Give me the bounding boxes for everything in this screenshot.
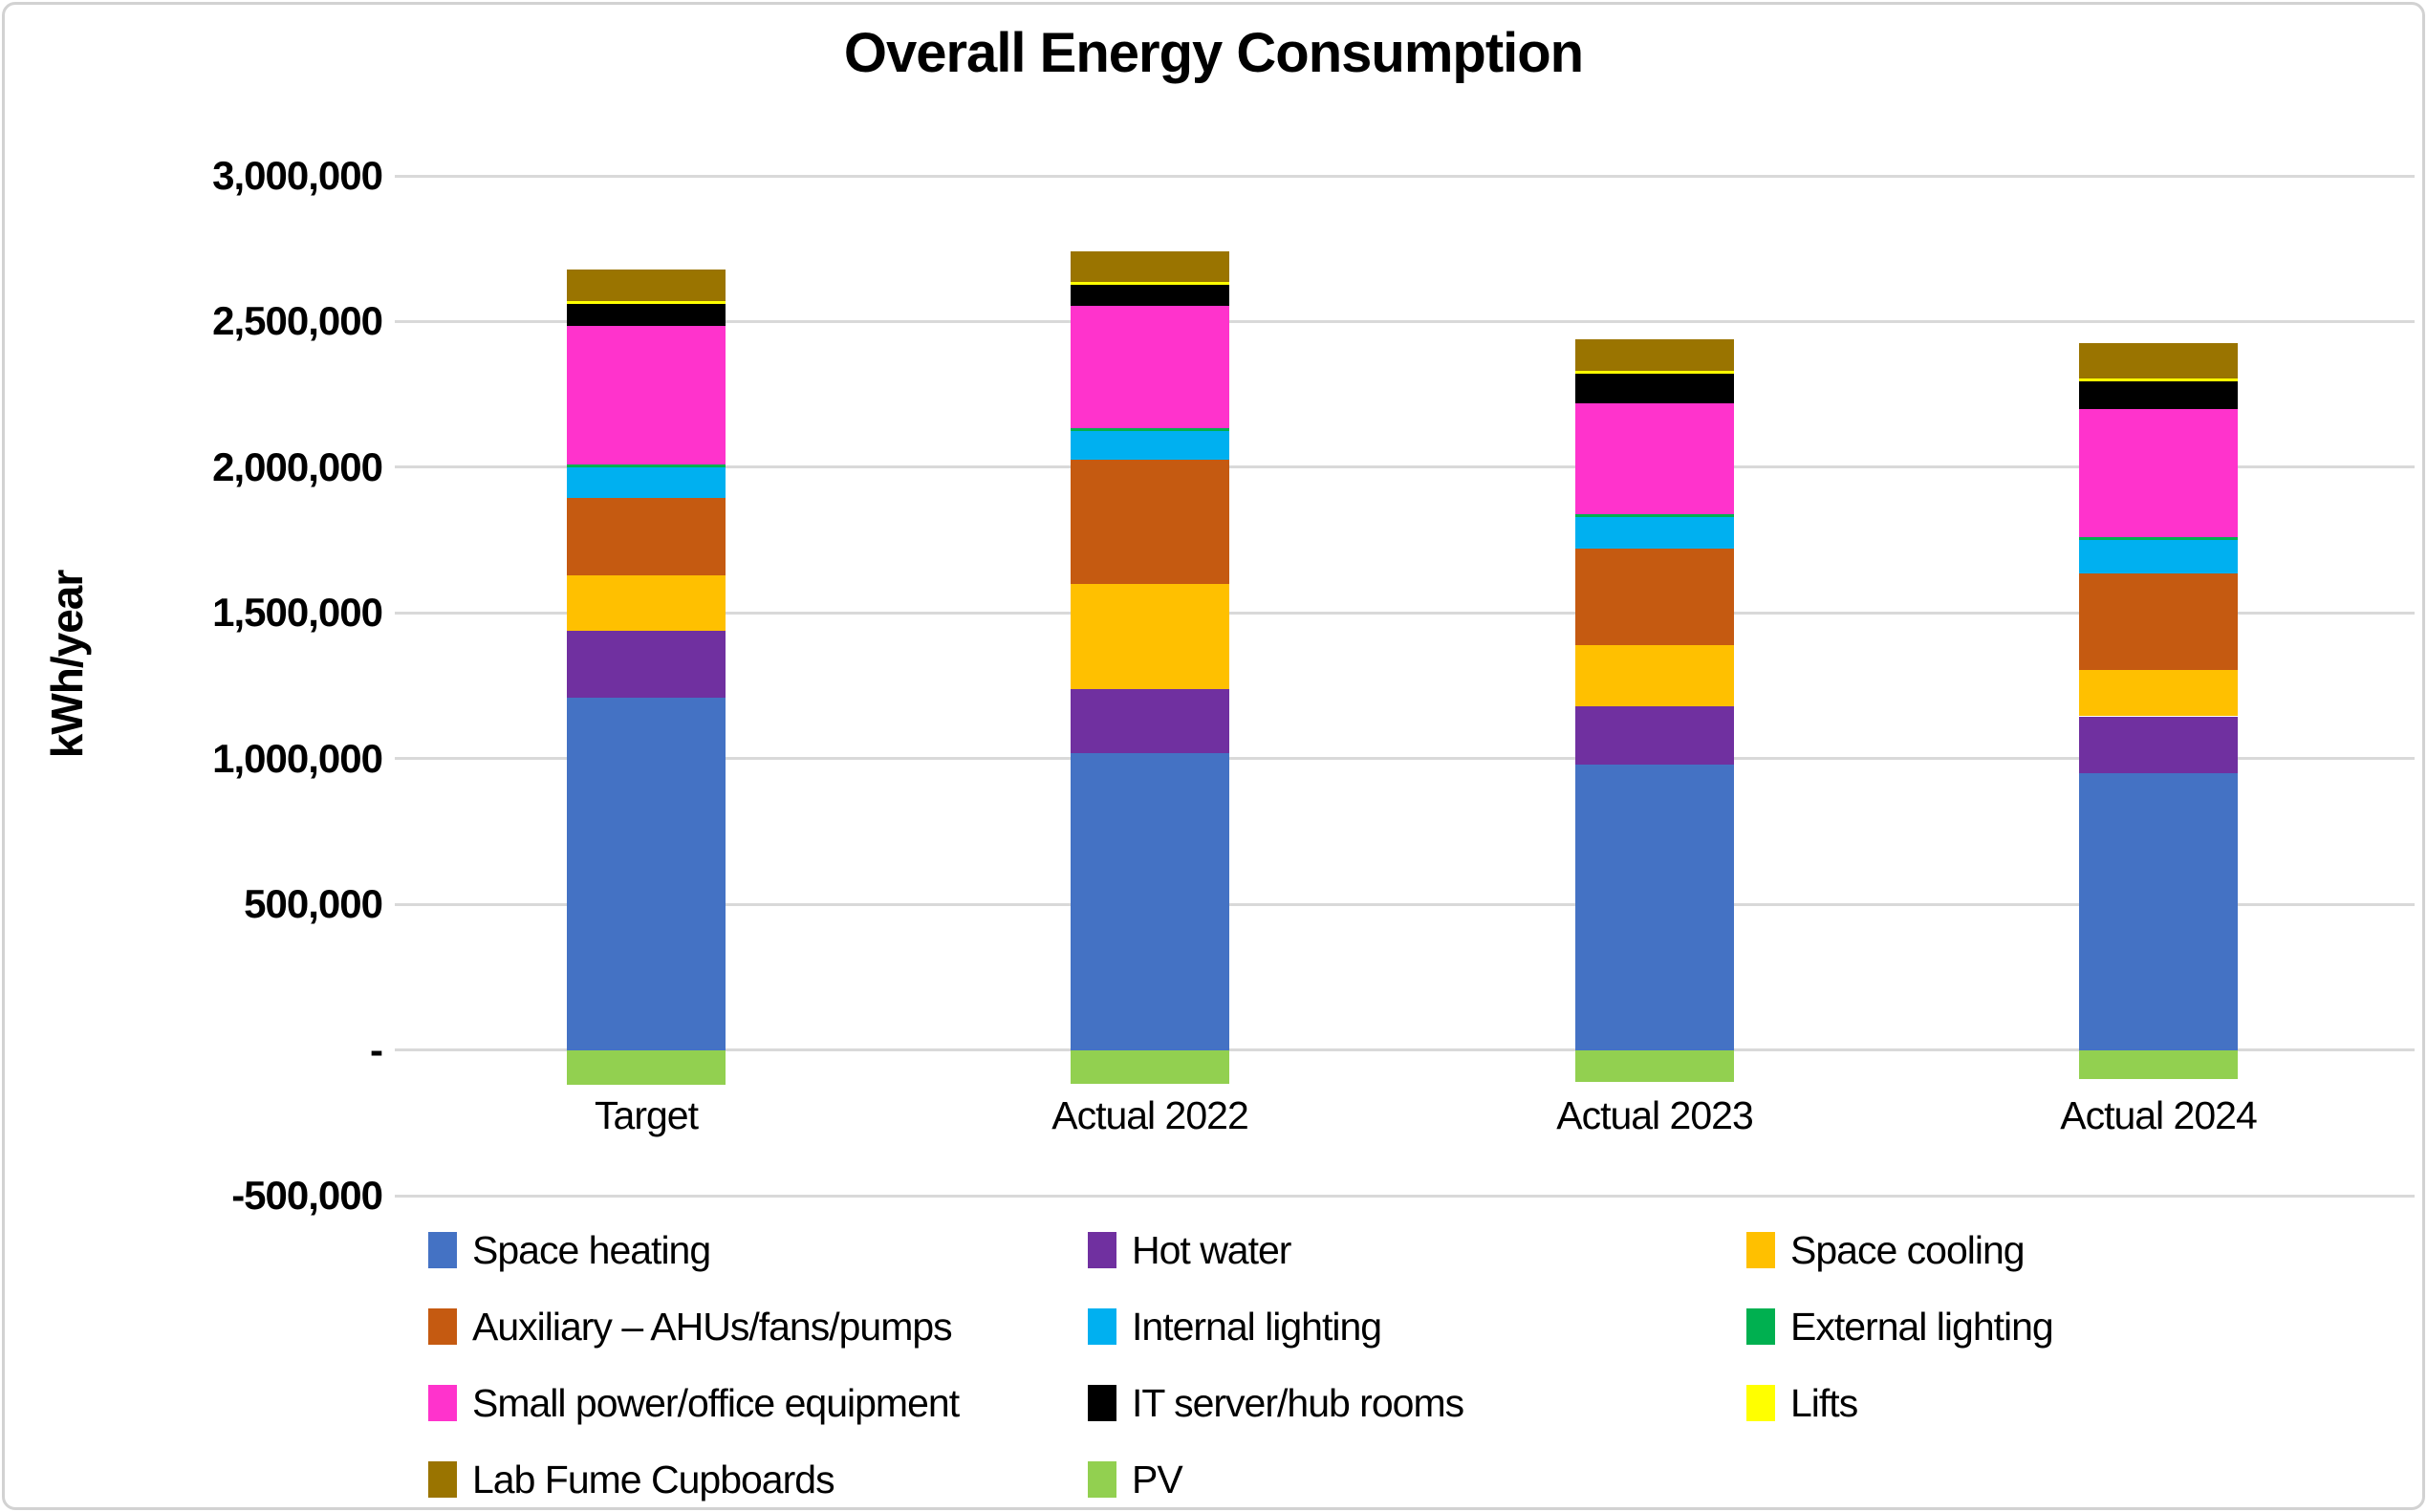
bar-segment-auxiliary-ahus-fans-pumps xyxy=(1575,549,1734,645)
bar-actual-2022 xyxy=(1071,0,1229,1512)
bar-segment-lifts xyxy=(1575,371,1734,375)
x-category-label: Target xyxy=(595,1093,699,1137)
x-category-label: Actual 2022 xyxy=(1051,1093,1249,1137)
y-axis-title: kWh/year xyxy=(42,570,92,759)
bar-segment-lab-fume-cupboards xyxy=(1575,338,1734,372)
x-category-label: Actual 2023 xyxy=(1556,1093,1754,1137)
bar-segment-hot-water xyxy=(2079,716,2238,773)
y-tick-label: - xyxy=(370,1026,383,1072)
gridline xyxy=(395,757,2415,761)
bar-segment-auxiliary-ahus-fans-pumps xyxy=(567,497,726,575)
bar-segment-it-server-hub-rooms xyxy=(2079,380,2238,409)
bar-segment-lifts xyxy=(1071,282,1229,286)
bar-segment-lab-fume-cupboards xyxy=(567,269,726,302)
gridline xyxy=(395,1194,2415,1198)
bar-segment-lifts xyxy=(567,301,726,305)
bar-segment-hot-water xyxy=(567,630,726,698)
bar-actual-2023 xyxy=(1575,0,1734,1512)
bar-segment-hot-water xyxy=(1071,688,1229,753)
bar-segment-space-heating xyxy=(1575,764,1734,1050)
y-tick-label: 500,000 xyxy=(244,881,383,927)
bar-segment-it-server-hub-rooms xyxy=(1575,374,1734,403)
bar-segment-lab-fume-cupboards xyxy=(2079,343,2238,378)
bar-segment-lab-fume-cupboards xyxy=(1071,251,1229,283)
bar-segment-it-server-hub-rooms xyxy=(567,304,726,326)
chart-title: Overall Energy Consumption xyxy=(843,22,1584,84)
bar-segment-pv xyxy=(567,1049,726,1086)
bar-segment-internal-lighting xyxy=(2079,540,2238,574)
y-tick-label: -500,000 xyxy=(231,1173,383,1218)
bar-segment-pv xyxy=(1575,1049,1734,1083)
bar-segment-small-power-office-equipment xyxy=(567,326,726,464)
bar-segment-small-power-office-equipment xyxy=(1575,402,1734,514)
y-tick-label: 1,500,000 xyxy=(212,590,383,636)
gridline xyxy=(395,902,2415,906)
bar-segment-external-lighting xyxy=(2079,537,2238,541)
bar-segment-small-power-office-equipment xyxy=(1071,305,1229,428)
x-category-label: Actual 2024 xyxy=(2060,1093,2258,1137)
gridline xyxy=(395,465,2415,469)
bar-segment-space-heating xyxy=(1071,752,1229,1050)
y-tick-label: 1,000,000 xyxy=(212,735,383,781)
y-tick-label: 2,000,000 xyxy=(212,443,383,489)
bar-segment-pv xyxy=(2079,1049,2238,1080)
bar-segment-hot-water xyxy=(1575,705,1734,765)
bar-segment-auxiliary-ahus-fans-pumps xyxy=(2079,573,2238,670)
bar-segment-external-lighting xyxy=(567,464,726,467)
bar-segment-space-cooling xyxy=(1575,644,1734,706)
gridline xyxy=(395,174,2415,178)
bar-target xyxy=(567,0,726,1512)
bar-segment-space-cooling xyxy=(1071,583,1229,689)
gridline xyxy=(395,319,2415,323)
y-tick-label: 2,500,000 xyxy=(212,298,383,344)
bar-segment-lifts xyxy=(2079,378,2238,381)
bar-segment-space-heating xyxy=(2079,772,2238,1050)
gridline xyxy=(395,1048,2415,1052)
y-tick-label: 3,000,000 xyxy=(212,153,383,198)
bar-segment-it-server-hub-rooms xyxy=(1071,285,1229,306)
bar-segment-space-cooling xyxy=(2079,669,2238,717)
bar-segment-small-power-office-equipment xyxy=(2079,408,2238,537)
bar-segment-pv xyxy=(1071,1049,1229,1084)
bar-segment-internal-lighting xyxy=(1575,516,1734,550)
bar-segment-external-lighting xyxy=(1071,427,1229,431)
gridline xyxy=(395,611,2415,615)
bar-segment-internal-lighting xyxy=(567,466,726,498)
bar-segment-internal-lighting xyxy=(1071,430,1229,461)
bar-segment-external-lighting xyxy=(1575,513,1734,517)
bar-segment-space-heating xyxy=(567,697,726,1050)
bar-segment-auxiliary-ahus-fans-pumps xyxy=(1071,460,1229,584)
bar-segment-space-cooling xyxy=(567,574,726,631)
bar-actual-2024 xyxy=(2079,0,2238,1512)
